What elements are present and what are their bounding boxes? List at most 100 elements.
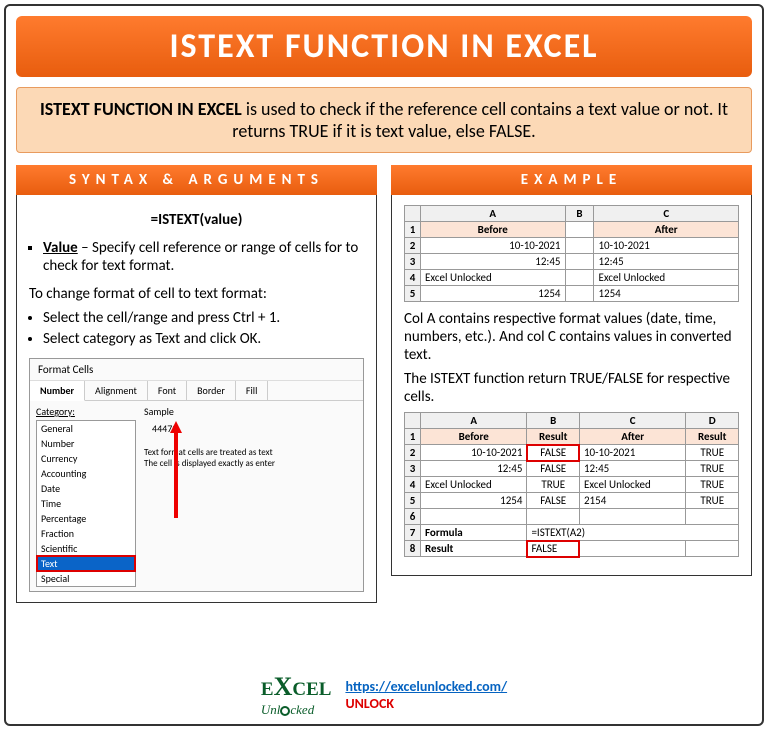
main-title: ISTEXT FUNCTION IN EXCEL: [16, 16, 752, 77]
table-cell: 12:45: [421, 461, 527, 477]
red-arrow-icon: [170, 421, 182, 433]
table-cell: Result: [686, 429, 739, 445]
infographic-frame: ISTEXT FUNCTION IN EXCEL ISTEXT FUNCTION…: [4, 4, 764, 726]
table-cell: TRUE: [527, 477, 580, 493]
row-header: 1: [405, 429, 421, 445]
step-item: Select the cell/range and press Ctrl + 1…: [43, 309, 364, 327]
logo-bottom: Unlcked: [261, 702, 332, 718]
category-item[interactable]: Currency: [37, 451, 135, 466]
table-cell: [421, 509, 527, 525]
dialog-tab[interactable]: Number: [30, 381, 85, 401]
footer-links: https://excelunlocked.com/ UNLOCK: [345, 678, 507, 712]
dialog-tabs: NumberAlignmentFontBorderFill: [30, 381, 363, 401]
format-cells-dialog: Format Cells NumberAlignmentFontBorderFi…: [29, 358, 364, 592]
argument-list: Value – Specify cell reference or range …: [43, 239, 364, 275]
category-item[interactable]: Number: [37, 436, 135, 451]
table-cell: 10-10-2021: [421, 445, 527, 461]
table-cell: FALSE: [527, 445, 580, 461]
table-cell: [565, 238, 594, 254]
table-cell: Before: [421, 222, 566, 238]
table-cell: TRUE: [686, 493, 739, 509]
category-item[interactable]: Percentage: [37, 511, 135, 526]
example-header: EXAMPLE: [391, 165, 752, 195]
argument-item: Value – Specify cell reference or range …: [43, 239, 364, 275]
category-item[interactable]: Scientific: [37, 541, 135, 556]
table-cell: 1254: [421, 493, 527, 509]
table-cell: FALSE: [527, 461, 580, 477]
category-item[interactable]: Accounting: [37, 466, 135, 481]
step-item: Select category as Text and click OK.: [43, 330, 364, 348]
table-cell: 12:45: [579, 461, 685, 477]
row-header: 3: [405, 461, 421, 477]
table-cell: [686, 509, 739, 525]
arg-desc: – Specify cell reference or range of cel…: [43, 239, 358, 275]
category-item[interactable]: Time: [37, 496, 135, 511]
table-cell: 1254: [594, 286, 739, 302]
table-cell: =ISTEXT(A2): [527, 525, 739, 541]
syntax-column: SYNTAX & ARGUMENTS =ISTEXT(value) Value …: [16, 165, 377, 603]
footer: EXCEL Unlcked https://excelunlocked.com/…: [6, 672, 762, 718]
col-header: [405, 206, 421, 222]
category-item[interactable]: Text: [37, 556, 135, 571]
syntax-header: SYNTAX & ARGUMENTS: [16, 165, 377, 195]
table-cell: 1254: [421, 286, 566, 302]
change-format-intro: To change format of cell to text format:: [29, 285, 364, 303]
table-cell: [686, 541, 739, 557]
row-header: 4: [405, 477, 421, 493]
table-cell: Excel Unlocked: [594, 270, 739, 286]
table-cell: [579, 541, 685, 557]
category-panel: Category: GeneralNumberCurrencyAccountin…: [36, 405, 136, 587]
row-header: 2: [405, 238, 421, 254]
category-item[interactable]: General: [37, 421, 135, 436]
footer-url[interactable]: https://excelunlocked.com/: [345, 678, 507, 695]
table-cell: 2154: [579, 493, 685, 509]
row-header: 7: [405, 525, 421, 541]
category-item[interactable]: Fraction: [37, 526, 135, 541]
dialog-tab[interactable]: Font: [148, 381, 187, 400]
table-cell: TRUE: [686, 445, 739, 461]
col-header: C: [594, 206, 739, 222]
table-cell: 10-10-2021: [579, 445, 685, 461]
example-body: ABC1BeforeAfter210-10-202110-10-2021312:…: [391, 195, 752, 576]
syntax-formula: =ISTEXT(value): [29, 211, 364, 229]
table-cell: Result: [527, 429, 580, 445]
dialog-tab[interactable]: Alignment: [85, 381, 148, 400]
example-para-1: Col A contains respective format values …: [404, 310, 739, 364]
table-cell: FALSE: [527, 541, 580, 557]
col-header: B: [527, 413, 580, 429]
table-cell: [579, 509, 685, 525]
row-header: 1: [405, 222, 421, 238]
syntax-body: =ISTEXT(value) Value – Specify cell refe…: [16, 195, 377, 603]
arg-label: Value: [43, 239, 78, 257]
table-cell: 10-10-2021: [421, 238, 566, 254]
table-cell: [565, 222, 594, 238]
logo-top: EXCEL: [261, 672, 332, 702]
example-table-1: ABC1BeforeAfter210-10-202110-10-2021312:…: [404, 205, 739, 302]
table-cell: TRUE: [686, 461, 739, 477]
dialog-tab[interactable]: Border: [187, 381, 236, 400]
footer-logo: EXCEL Unlcked: [261, 672, 332, 718]
col-header: [405, 413, 421, 429]
category-item[interactable]: Date: [37, 481, 135, 496]
dialog-tab[interactable]: Fill: [236, 381, 268, 400]
table-cell: After: [594, 222, 739, 238]
col-header: A: [421, 206, 566, 222]
category-item[interactable]: Special: [37, 571, 135, 586]
row-header: 4: [405, 270, 421, 286]
table-cell: [527, 509, 580, 525]
table-cell: Before: [421, 429, 527, 445]
table-cell: [565, 270, 594, 286]
dialog-title: Format Cells: [30, 359, 363, 381]
table-cell: [565, 254, 594, 270]
table-cell: 12:45: [594, 254, 739, 270]
sample-label: Sample: [144, 405, 357, 418]
col-header: D: [686, 413, 739, 429]
table-cell: 12:45: [421, 254, 566, 270]
table-cell: [565, 286, 594, 302]
description-lead: ISTEXT FUNCTION IN EXCEL: [40, 98, 242, 120]
table-cell: After: [579, 429, 685, 445]
category-label: Category:: [36, 405, 136, 418]
dialog-body: Category: GeneralNumberCurrencyAccountin…: [30, 401, 363, 591]
footer-unlock: UNLOCK: [345, 695, 394, 712]
row-header: 5: [405, 286, 421, 302]
